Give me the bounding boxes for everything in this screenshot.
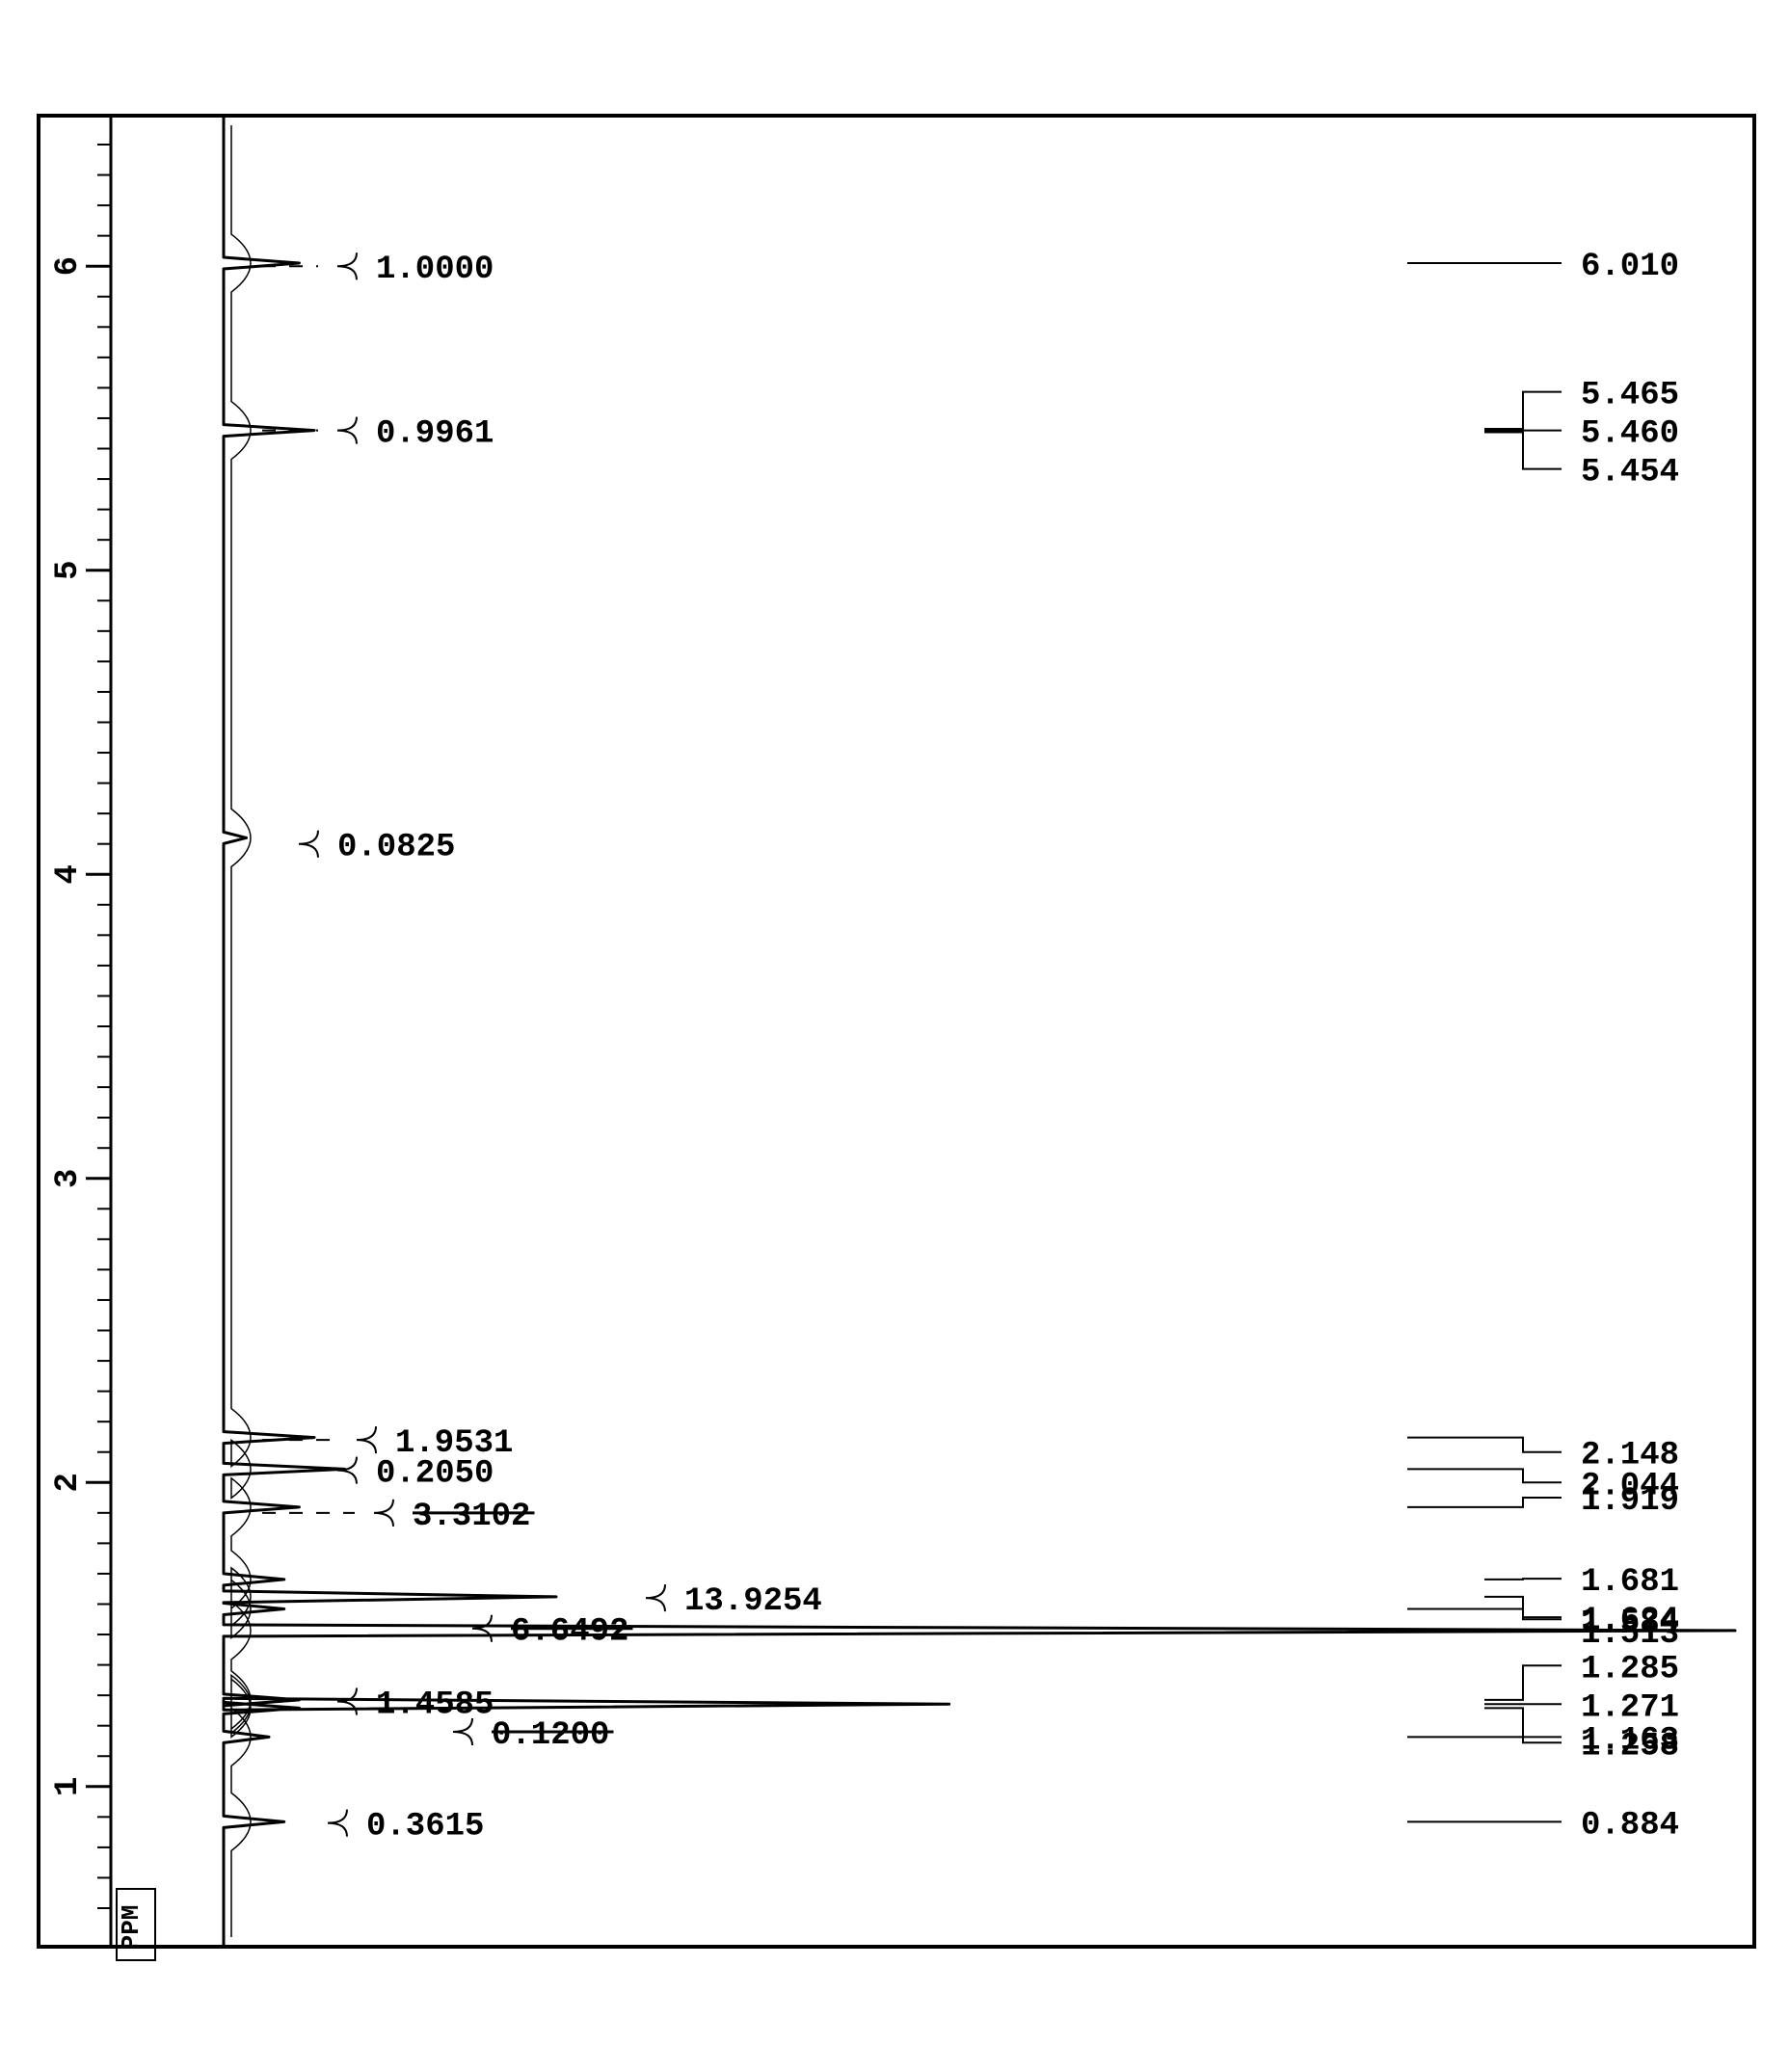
ppm-value: 1.919 [1581, 1483, 1679, 1520]
axis-tick-label: 5 [50, 561, 87, 580]
outer-frame [39, 116, 1754, 1947]
integral-value: 0.0825 [337, 830, 455, 866]
ppm-value: 6.010 [1581, 249, 1679, 285]
ppm-labels: 6.0105.4655.4605.4542.1482.0441.9191.681… [1407, 249, 1679, 1844]
integral-value: 0.1200 [492, 1717, 609, 1754]
integral-value: 1.0000 [376, 252, 494, 288]
integral-value: 3.3102 [413, 1499, 530, 1535]
ppm-value: 1.681 [1581, 1564, 1679, 1601]
ppm-value: 5.454 [1581, 455, 1679, 491]
axis-tick-label: 4 [50, 864, 87, 884]
axis-tick-label: 2 [50, 1473, 87, 1492]
integral-labels: 1.00000.99610.08251.95310.20503.310213.9… [262, 252, 822, 1845]
axis-tick-label: 6 [50, 256, 87, 276]
ppm-value: 1.285 [1581, 1651, 1679, 1687]
ppm-value: 1.271 [1581, 1689, 1679, 1726]
ppm-axis: 1 2 3 4 5 6 PPM [50, 116, 155, 1960]
axis-tick-label: 3 [50, 1169, 87, 1188]
integral-value: 1.4585 [376, 1687, 494, 1723]
integral-value: 0.2050 [376, 1456, 494, 1493]
ppm-value: 1.513 [1581, 1616, 1679, 1653]
axis-title: PPM [117, 1905, 146, 1951]
ppm-value: 1.163 [1581, 1722, 1679, 1759]
spectrum-trace [224, 116, 1735, 1947]
nmr-page: 123456PPM1.00000.99610.08251.95310.20503… [0, 0, 1789, 2072]
axis-tick-label: 1 [50, 1777, 87, 1796]
ppm-value: 5.460 [1581, 416, 1679, 453]
ppm-value: 0.884 [1581, 1807, 1679, 1844]
ppm-value: 5.465 [1581, 378, 1679, 414]
integral-value: 0.3615 [366, 1809, 484, 1846]
integral-curve [231, 125, 251, 1937]
integral-value: 0.9961 [376, 416, 494, 453]
integral-value: 13.9254 [684, 1583, 822, 1620]
nmr-svg: 123456PPM1.00000.99610.08251.95310.20503… [0, 0, 1789, 2072]
integral-value: 6.6492 [511, 1614, 628, 1651]
